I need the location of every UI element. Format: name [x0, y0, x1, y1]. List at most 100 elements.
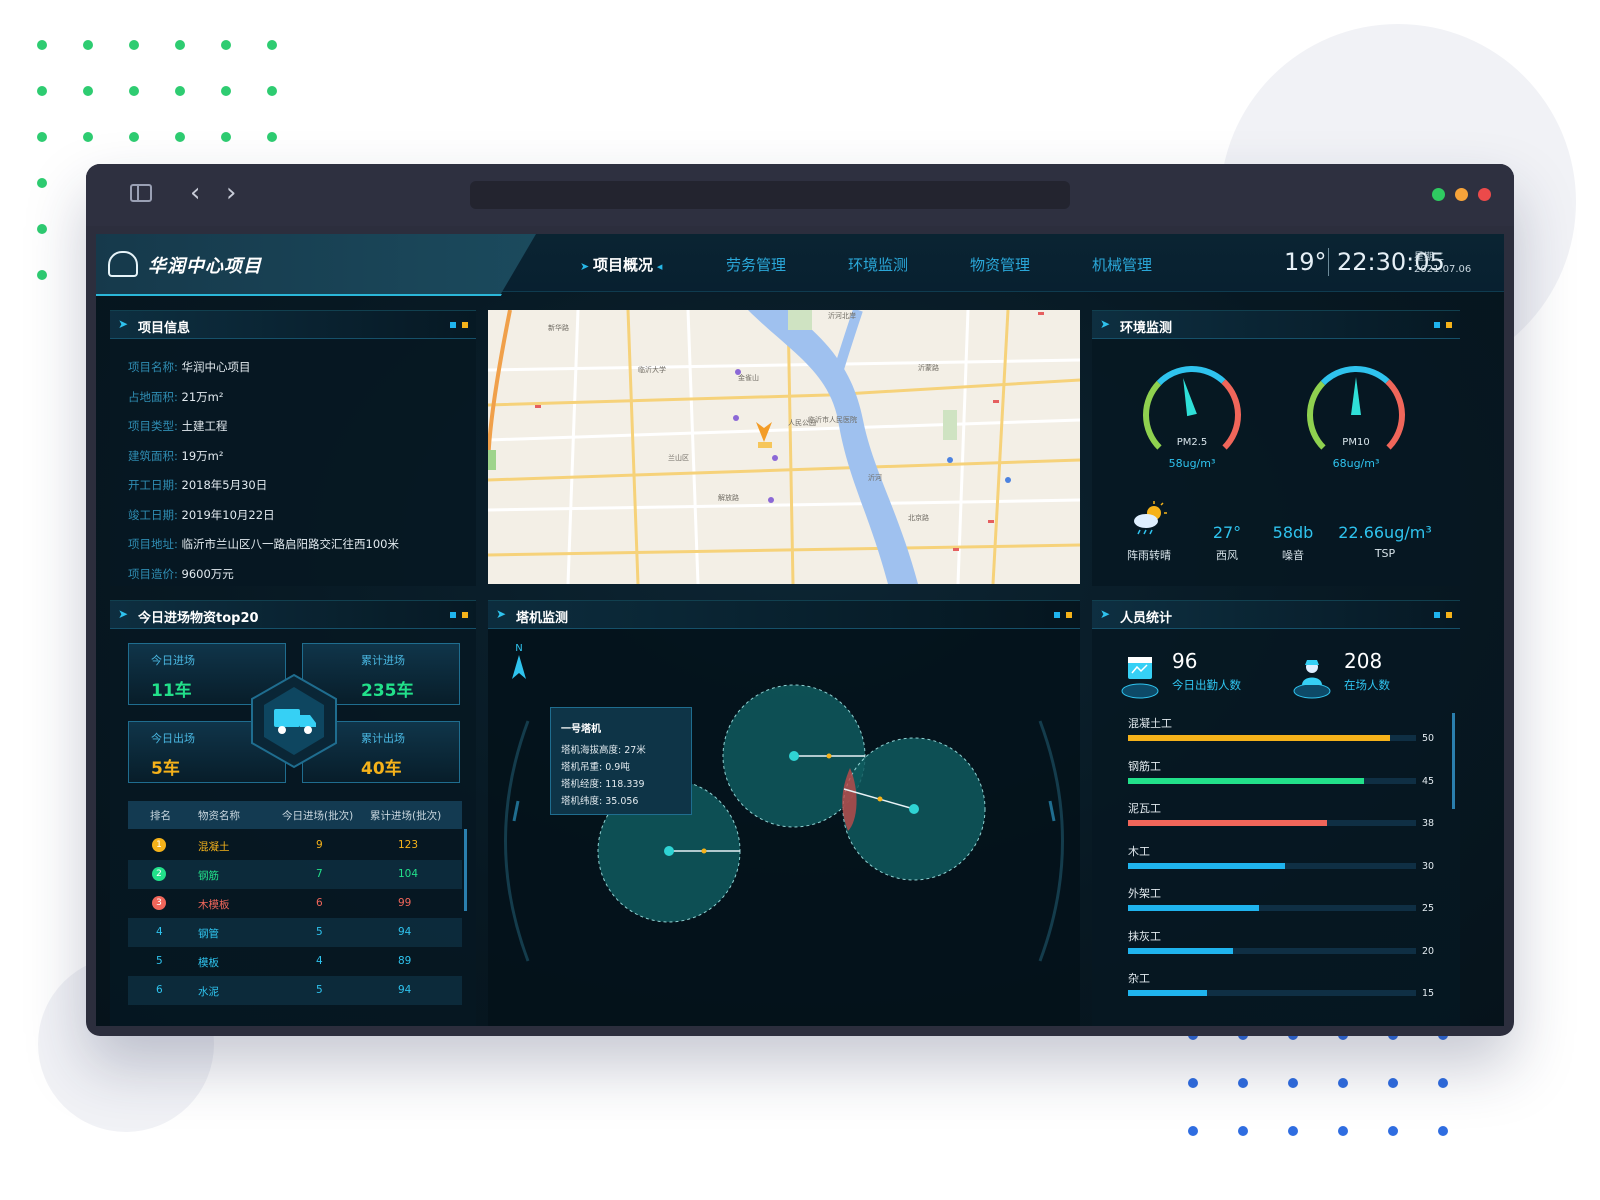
window-red-light[interactable]	[1478, 188, 1491, 201]
pm25-gauge	[1143, 366, 1241, 450]
decor-dot	[83, 40, 93, 50]
tab-labor[interactable]: 劳务管理	[726, 256, 787, 274]
gauge-needle	[1351, 377, 1361, 415]
info-key: 项目造价:	[128, 566, 182, 581]
dashboard: 华润中心项目 ➤ 项目概况 ◂ 劳务管理 环境监测 物资管理 机械管理 19° …	[96, 234, 1504, 1026]
header-arrow-icon: ➤	[496, 607, 507, 621]
decor-dot	[83, 132, 93, 142]
info-value: 19万m²	[181, 448, 224, 463]
panel-materials: ➤ 今日进场物资top20 今日进场 11车 累计进场 235车 今日出场 5车…	[110, 600, 476, 1026]
pm10-gauge	[1307, 366, 1405, 450]
bar-name: 抹灰工	[1128, 929, 1161, 943]
window-yellow-light[interactable]	[1455, 188, 1468, 201]
info-key: 建筑面积:	[128, 448, 182, 463]
bar-value: 15	[1422, 988, 1435, 999]
panel-personnel: ➤ 人员统计 96 今日出勤人数 208 在场人数 混凝土工 50 钢筋工 45	[1092, 600, 1460, 1026]
header-dot-blue	[1434, 322, 1440, 328]
bar-name: 外架工	[1128, 887, 1161, 900]
map-label: 沂河北岸	[828, 311, 856, 320]
decor-dot	[221, 86, 231, 96]
tab-project-overview[interactable]: ➤ 项目概况 ◂	[580, 254, 662, 275]
info-row: 开工日期: 2018年5月30日	[128, 477, 267, 493]
map-label: 人民公园	[788, 419, 816, 427]
bar-value: 20	[1422, 945, 1435, 957]
tab-machinery[interactable]: 机械管理	[1092, 256, 1153, 274]
map-view[interactable]: 沂河北岸 金雀山 人民公园 临沂市人民医院 临沂大学 兰山区 沂河 新华路 解放路 沂蒙路 北京路	[488, 310, 1080, 584]
header-total: 累计进场(批次)	[370, 810, 442, 822]
info-value: 土建工程	[181, 419, 228, 433]
decor-dot	[37, 224, 47, 234]
calendar-icon	[1121, 657, 1159, 699]
header-dot-yellow	[1066, 612, 1072, 618]
table-row[interactable]: 6 水泥 5 94	[128, 976, 462, 1005]
name-cell: 木模板	[198, 899, 230, 911]
header-dot-blue	[450, 612, 456, 618]
wind-temp-value: 27°	[1212, 523, 1242, 542]
noise-label: 噪音	[1282, 549, 1304, 562]
sidebar-toggle-icon[interactable]	[130, 184, 152, 202]
personnel-scrollbar[interactable]	[1452, 713, 1455, 809]
info-value: 华润中心项目	[181, 360, 251, 374]
stat-value: 40车	[361, 759, 402, 779]
header-arrow-icon: ➤	[118, 607, 129, 621]
decor-dot	[1338, 1078, 1348, 1088]
decor-dot	[267, 86, 277, 96]
forward-arrow-icon[interactable]: ›	[226, 178, 237, 208]
table-row[interactable]: 3 木模板 6 99	[128, 889, 462, 918]
table-row[interactable]: 5 模板 4 89	[128, 947, 462, 976]
header-arrow-icon: ➤	[1100, 317, 1111, 331]
stat-value: 11车	[151, 681, 192, 701]
bar-name: 钢筋工	[1128, 759, 1161, 773]
total-in-box: 累计进场 235车	[302, 643, 460, 705]
decor-dot	[1388, 1078, 1398, 1088]
info-row: 竣工日期: 2019年10月22日	[128, 507, 275, 523]
weekday: 星期二	[1414, 252, 1444, 263]
tooltip-line: 塔机海拔高度: 27米	[561, 745, 646, 756]
panel-header: ➤ 环境监测	[1092, 311, 1460, 339]
stat-label: 今日出场	[151, 732, 195, 745]
wind-label: 西风	[1216, 549, 1238, 562]
window-green-light[interactable]	[1432, 188, 1445, 201]
header-dot-yellow	[1446, 612, 1452, 618]
rank-cell: 6	[156, 984, 163, 996]
decor-dot	[129, 40, 139, 50]
map-label: 沂蒙路	[918, 363, 939, 372]
bar-fill	[1128, 947, 1233, 954]
table-row[interactable]: 2 钢筋 7 104	[128, 860, 462, 889]
info-value: 21万m²	[181, 389, 224, 404]
decor-dot	[1438, 1126, 1448, 1136]
map-label: 解放路	[718, 493, 739, 502]
bar-track	[1128, 820, 1416, 826]
worker-icon	[1293, 660, 1331, 699]
tab-environment[interactable]: 环境监测	[848, 256, 909, 274]
decor-dot	[129, 132, 139, 142]
decor-dot	[221, 132, 231, 142]
decor-dot	[175, 40, 185, 50]
bar-fill	[1128, 777, 1364, 784]
panel-title: 人员统计	[1120, 611, 1173, 626]
bar-name: 杂工	[1128, 972, 1150, 985]
bar-name: 泥瓦工	[1128, 802, 1161, 815]
bar-name: 混凝土工	[1128, 717, 1172, 730]
tab-left-arrow-icon: ➤	[580, 260, 594, 273]
panel-header: ➤ 塔机监测	[488, 601, 1080, 629]
header-today: 今日进场(批次)	[282, 810, 354, 822]
table-row[interactable]: 1 混凝土 9 123	[128, 831, 462, 860]
back-arrow-icon[interactable]: ‹	[190, 178, 201, 208]
tab-materials[interactable]: 物资管理	[970, 256, 1031, 274]
today-cell: 4	[316, 955, 323, 967]
info-key: 占地面积:	[128, 389, 182, 404]
stat-label: 累计进场	[361, 654, 405, 667]
table-row[interactable]: 4 钢管 5 94	[128, 918, 462, 947]
tooltip-line: 塔机吊重: 0.9吨	[561, 762, 630, 773]
gauge-arc	[1385, 379, 1405, 450]
stat-value: 5车	[151, 759, 180, 779]
decor-dot	[1238, 1126, 1248, 1136]
table-scrollbar[interactable]	[464, 829, 467, 911]
total-cell: 99	[398, 897, 412, 909]
panel-environment: ➤ 环境监测 PM2.5 58ug/m³ PM10 68ug/m³ 阵雨转晴 2…	[1092, 310, 1460, 586]
info-key: 项目名称:	[128, 360, 182, 374]
total-cell: 123	[398, 839, 419, 851]
address-bar[interactable]	[470, 181, 1070, 209]
